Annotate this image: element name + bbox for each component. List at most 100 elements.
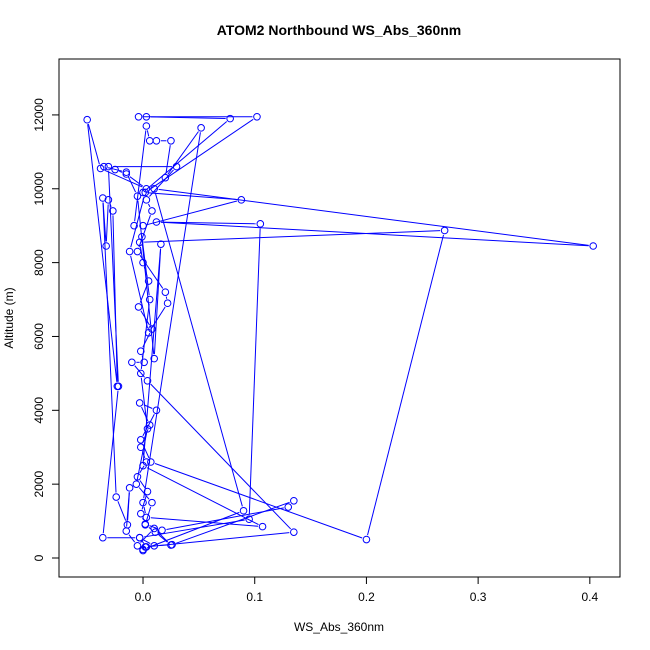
x-tick-label: 0.3 bbox=[470, 590, 487, 604]
y-tick-label: 12000 bbox=[32, 98, 46, 132]
x-tick-label: 0.2 bbox=[358, 590, 375, 604]
series-line-segment bbox=[134, 130, 147, 222]
x-axis-label: WS_Abs_360nm bbox=[294, 620, 384, 634]
data-point bbox=[142, 112, 151, 121]
chart-title: ATOM2 Northbound WS_Abs_360nm bbox=[217, 22, 462, 38]
data-point bbox=[141, 543, 150, 551]
data-point bbox=[133, 192, 142, 200]
series-line-segment bbox=[140, 377, 148, 425]
data-point bbox=[253, 112, 261, 121]
data-point bbox=[167, 136, 175, 145]
y-axis: 0 2000 4000 6000 8000 10000 12000 bbox=[32, 98, 60, 561]
series-line-segment bbox=[154, 192, 243, 507]
data-point bbox=[143, 487, 152, 496]
series-line-segment bbox=[158, 534, 168, 543]
x-axis: 0.0 0.1 0.2 0.3 0.4 bbox=[135, 576, 598, 604]
x-tick-label: 0.0 bbox=[135, 590, 152, 604]
series-line-segment bbox=[147, 511, 240, 549]
data-point bbox=[139, 221, 147, 230]
data-point bbox=[140, 358, 148, 367]
series-line-segment bbox=[248, 228, 261, 515]
series-line-segment bbox=[139, 465, 145, 474]
series-line-segment bbox=[160, 221, 589, 247]
series-line-segment bbox=[142, 414, 155, 437]
series-line-segment bbox=[105, 204, 109, 242]
data-point bbox=[145, 136, 154, 145]
data-point bbox=[111, 165, 119, 174]
series-line-segment bbox=[154, 463, 363, 539]
data-point bbox=[142, 184, 151, 193]
data-point bbox=[148, 498, 156, 507]
data-point bbox=[362, 535, 371, 544]
data-point bbox=[99, 533, 107, 542]
series-line-segment bbox=[141, 541, 145, 544]
series-line-segment bbox=[146, 506, 152, 521]
series-line-segment bbox=[129, 176, 144, 187]
series-line-segment bbox=[150, 116, 226, 120]
data-point bbox=[440, 226, 449, 235]
series-line-segment bbox=[138, 214, 151, 248]
series-line-segment bbox=[117, 501, 127, 521]
data-point bbox=[96, 164, 105, 173]
data-point bbox=[163, 299, 172, 308]
data-point bbox=[136, 436, 145, 444]
series-line-segment bbox=[149, 532, 290, 547]
data-point bbox=[144, 277, 153, 285]
data-point bbox=[145, 421, 154, 429]
y-tick-label: 6000 bbox=[32, 323, 46, 350]
data-point bbox=[143, 376, 152, 385]
y-tick-label: 10000 bbox=[32, 172, 46, 206]
series-markers bbox=[83, 112, 597, 555]
data-point bbox=[167, 541, 175, 549]
series-line-segment bbox=[147, 192, 237, 201]
series-line-segment bbox=[130, 196, 145, 248]
data-point bbox=[158, 526, 166, 535]
series-line-segment bbox=[87, 123, 100, 165]
data-point bbox=[161, 288, 170, 296]
series-line-segment bbox=[143, 539, 151, 545]
series-line-segment bbox=[144, 230, 441, 243]
series-line-segment bbox=[367, 234, 444, 536]
y-tick-label: 2000 bbox=[32, 470, 46, 497]
y-tick-label: 4000 bbox=[32, 397, 46, 424]
data-point bbox=[138, 232, 146, 241]
data-point bbox=[133, 472, 142, 481]
data-point bbox=[122, 527, 131, 535]
series-line-segment bbox=[144, 519, 245, 538]
series-line-segment bbox=[102, 202, 117, 493]
series-line-segment bbox=[119, 170, 123, 173]
data-point bbox=[161, 173, 170, 182]
data-point bbox=[284, 503, 293, 511]
data-point bbox=[197, 124, 205, 132]
data-point bbox=[139, 258, 147, 267]
data-point bbox=[128, 358, 136, 367]
series-line-segment bbox=[126, 492, 130, 527]
data-point bbox=[113, 382, 122, 391]
data-point bbox=[112, 493, 121, 501]
data-point bbox=[142, 122, 151, 130]
data-point bbox=[226, 114, 234, 123]
data-point bbox=[136, 347, 145, 356]
data-point bbox=[133, 542, 142, 550]
series-line-segment bbox=[146, 130, 150, 137]
data-point bbox=[104, 162, 113, 171]
data-point bbox=[150, 542, 158, 550]
series-line-segment bbox=[141, 495, 147, 510]
data-point bbox=[258, 522, 267, 531]
series-line-segment bbox=[112, 215, 118, 382]
series-line-segment bbox=[150, 517, 259, 527]
data-point bbox=[290, 528, 298, 536]
data-point bbox=[134, 303, 143, 311]
data-point bbox=[152, 136, 161, 145]
data-point bbox=[109, 207, 117, 215]
series-line-segment bbox=[87, 124, 118, 382]
series-line-segment bbox=[138, 487, 150, 500]
data-point bbox=[132, 480, 141, 488]
series-line-segment bbox=[140, 303, 150, 369]
series-line-segment bbox=[150, 306, 166, 330]
series-line-segment bbox=[149, 525, 158, 530]
series-line-segment bbox=[143, 132, 201, 499]
data-point bbox=[125, 484, 134, 492]
data-point bbox=[141, 188, 150, 197]
